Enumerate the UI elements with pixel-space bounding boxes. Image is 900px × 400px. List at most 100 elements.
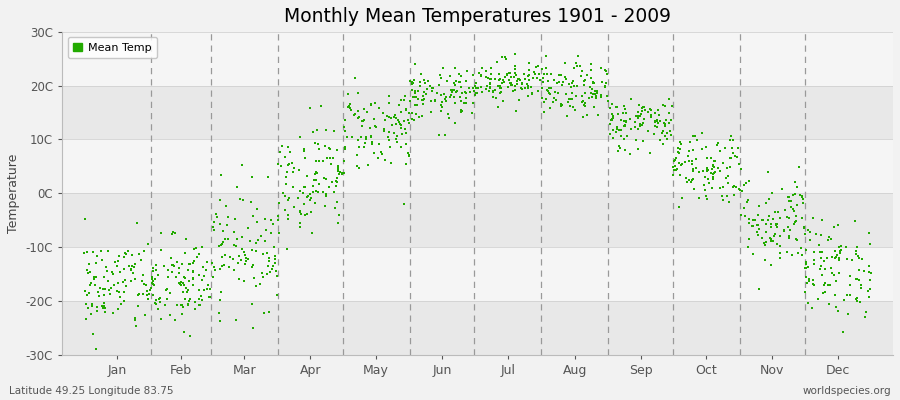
Point: [599, 93, 614, 99]
Point: [801, 264, 815, 270]
Point: [655, 128, 670, 134]
Point: [371, 154, 385, 161]
Point: [103, 291, 117, 298]
Point: [305, 230, 320, 236]
Point: [577, 82, 591, 88]
Point: [806, 215, 820, 221]
Point: [330, 199, 345, 205]
Point: [611, 148, 625, 154]
Point: [761, 169, 776, 176]
Point: [814, 254, 828, 261]
Point: [333, 169, 347, 175]
Point: [354, 134, 368, 140]
Point: [585, 85, 599, 92]
Point: [770, 224, 785, 230]
Point: [434, 74, 448, 81]
Point: [541, 88, 555, 94]
Point: [453, 94, 467, 100]
Point: [310, 140, 325, 147]
Point: [685, 133, 699, 140]
Point: [616, 136, 631, 142]
Point: [598, 68, 613, 74]
Point: [790, 249, 805, 256]
Point: [485, 94, 500, 101]
Point: [590, 90, 604, 96]
Point: [814, 263, 828, 270]
Point: [797, 231, 812, 238]
Point: [98, 309, 112, 316]
Point: [278, 207, 293, 213]
Point: [89, 273, 104, 280]
Point: [407, 77, 421, 84]
Point: [617, 118, 632, 124]
Point: [165, 262, 179, 268]
Point: [738, 180, 752, 186]
Point: [606, 115, 620, 122]
Point: [657, 102, 671, 109]
Point: [851, 277, 866, 283]
Point: [292, 220, 307, 226]
Point: [138, 248, 152, 255]
Point: [577, 78, 591, 84]
Point: [227, 228, 241, 235]
Point: [578, 103, 592, 109]
Point: [136, 272, 150, 278]
Point: [399, 93, 413, 100]
Point: [164, 255, 178, 262]
Point: [331, 166, 346, 172]
Point: [213, 266, 228, 272]
Point: [93, 285, 107, 292]
Point: [176, 282, 191, 289]
Point: [415, 92, 429, 99]
Point: [193, 302, 207, 308]
Point: [854, 256, 868, 262]
Point: [742, 216, 757, 222]
Point: [673, 162, 688, 168]
Point: [773, 254, 788, 261]
Point: [817, 289, 832, 295]
Point: [492, 76, 507, 82]
Point: [175, 282, 189, 289]
Point: [848, 218, 862, 224]
Point: [433, 72, 447, 78]
Point: [413, 79, 428, 85]
Point: [662, 96, 676, 102]
Point: [519, 81, 534, 87]
Point: [504, 80, 518, 86]
Point: [832, 244, 847, 250]
Point: [179, 236, 194, 243]
Point: [863, 276, 878, 283]
Point: [391, 116, 405, 123]
Point: [583, 90, 598, 96]
Point: [535, 95, 549, 101]
Point: [207, 219, 221, 225]
Point: [142, 287, 157, 293]
Point: [311, 146, 326, 152]
Point: [430, 90, 445, 96]
Point: [111, 306, 125, 312]
Point: [839, 244, 853, 250]
Point: [351, 108, 365, 114]
Point: [271, 161, 285, 168]
Point: [634, 122, 649, 128]
Point: [849, 248, 863, 254]
Point: [849, 251, 863, 257]
Point: [216, 239, 230, 246]
Point: [152, 296, 166, 302]
Point: [123, 267, 138, 273]
Point: [557, 74, 572, 80]
Point: [795, 252, 809, 258]
Point: [842, 273, 857, 280]
Point: [199, 267, 213, 273]
Point: [698, 174, 712, 180]
Point: [408, 102, 422, 108]
Point: [518, 85, 533, 92]
Point: [752, 226, 766, 232]
Point: [399, 161, 413, 167]
Point: [218, 236, 232, 242]
Point: [825, 254, 840, 260]
Point: [157, 262, 171, 269]
Point: [124, 278, 139, 285]
Point: [606, 127, 620, 134]
Point: [318, 143, 332, 149]
